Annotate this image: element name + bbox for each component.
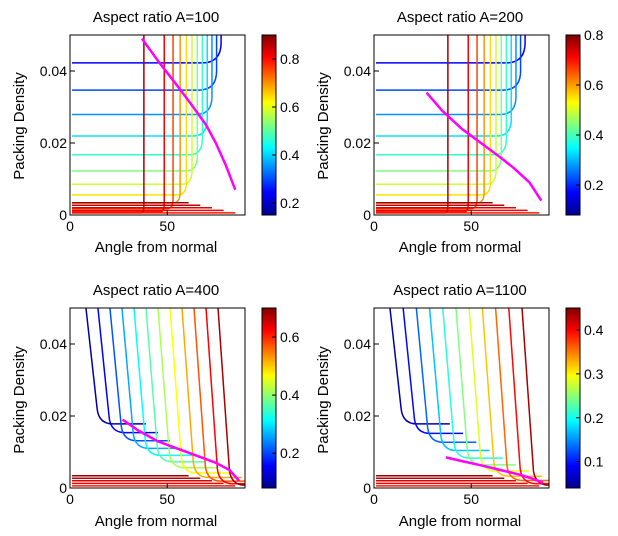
x-tick-label: 0: [370, 491, 378, 507]
plot-background: [70, 308, 245, 488]
x-axis-label: Angle from normal: [95, 239, 218, 256]
axes-box: [69, 34, 246, 216]
x-tick-label: 50: [159, 491, 175, 507]
colorbar-tick-label: 0.8: [280, 51, 300, 67]
panel-a1100: Aspect ratio A=1100 Angle from normal Pa…: [315, 282, 604, 530]
contour-line: [85, 308, 146, 425]
contour-line: [389, 308, 450, 425]
panel-a200: Aspect ratio A=200 Angle from normal Pac…: [315, 9, 604, 256]
plot-area: 0 50 0 0.02 0.04: [40, 34, 246, 234]
y-axis-label: Packing Density: [315, 72, 332, 180]
contour-lines: [375, 308, 549, 487]
colorbar-tick-label: 0.2: [280, 445, 300, 461]
panel-title: Aspect ratio A=200: [397, 9, 523, 26]
contour-line: [375, 35, 478, 210]
y-tick-label: 0.04: [40, 63, 67, 79]
colorbar-tick-label: 0.4: [280, 147, 300, 163]
x-tick-label: 50: [463, 491, 479, 507]
contour-line: [375, 35, 508, 156]
colorbar-tick-label: 0.8: [584, 27, 604, 43]
y-tick-label: 0.04: [40, 336, 67, 352]
y-tick-label: 0: [363, 207, 371, 223]
axes-box: [373, 307, 550, 489]
contour-line: [71, 35, 188, 196]
y-axis-label: Packing Density: [315, 346, 332, 454]
colorbar-gradient: [261, 307, 277, 489]
x-axis-label: Angle from normal: [95, 513, 218, 530]
contour-line: [181, 308, 242, 479]
colorbar-tick-label: 0.6: [280, 99, 300, 115]
axes-box: [373, 34, 550, 216]
panel-title: Aspect ratio A=400: [93, 282, 219, 299]
x-tick-label: 0: [66, 491, 74, 507]
contour-line: [508, 308, 549, 485]
contour-lines: [375, 35, 540, 214]
y-tick-label: 0.04: [344, 63, 371, 79]
contour-lines: [71, 35, 236, 214]
panel-a400: Aspect ratio A=400 Angle from normal Pac…: [11, 282, 300, 530]
colorbar-tick-label: 0.1: [584, 454, 604, 470]
x-tick-label: 0: [370, 218, 378, 234]
colorbar-tick-label: 0.2: [280, 195, 300, 211]
y-tick-label: 0.02: [40, 135, 67, 151]
colorbar: 0.1 0.2 0.3 0.4: [565, 307, 604, 489]
colorbar-gradient: [565, 34, 581, 216]
colorbar-tick-label: 0.3: [584, 366, 604, 382]
y-tick-label: 0.02: [344, 408, 371, 424]
colorbar-tick-label: 0.4: [584, 127, 604, 143]
plot-area: 0 50 0 0.02 0.04: [344, 34, 550, 234]
colorbar-tick-label: 0.6: [280, 329, 300, 345]
contour-line: [71, 35, 193, 185]
contour-line: [193, 308, 245, 482]
magenta-curve: [140, 37, 237, 191]
contour-line: [375, 35, 492, 196]
magenta-curve: [445, 456, 544, 485]
axes-box: [69, 307, 246, 489]
y-tick-label: 0.04: [344, 336, 371, 352]
contour-line: [109, 308, 170, 442]
x-tick-label: 0: [66, 218, 74, 234]
contour-line: [375, 35, 497, 185]
contour-line: [205, 308, 245, 485]
panel-a100: Aspect ratio A=100 Angle from normal Pac…: [11, 9, 300, 256]
contour-line: [71, 35, 174, 210]
colorbar: 0.2 0.4 0.6 0.8: [565, 27, 604, 216]
colorbar-tick-label: 0.2: [584, 177, 604, 193]
contour-line: [402, 308, 464, 435]
colorbar-tick-label: 0.2: [584, 410, 604, 426]
plot-area: 0 50 0 0.02 0.04: [344, 307, 550, 507]
colorbar-gradient: [261, 34, 277, 216]
colorbar-tick-label: 0.6: [584, 77, 604, 93]
x-tick-label: 50: [463, 218, 479, 234]
x-axis-label: Angle from normal: [399, 239, 522, 256]
colorbar-tick-label: 0.4: [584, 322, 604, 338]
colorbar: 0.2 0.4 0.6: [261, 307, 300, 489]
contour-line: [121, 308, 182, 450]
contour-line: [97, 308, 158, 434]
colorbar: 0.2 0.4 0.6 0.8: [261, 34, 300, 216]
contour-line: [133, 308, 194, 457]
y-tick-label: 0.02: [344, 135, 371, 151]
panel-title: Aspect ratio A=100: [93, 9, 219, 26]
contour-line: [481, 308, 543, 477]
y-tick-label: 0: [59, 480, 67, 496]
panel-title: Aspect ratio A=1100: [393, 282, 527, 299]
colorbar-gradient: [565, 307, 581, 489]
plot-background: [374, 35, 549, 215]
y-tick-label: 0.02: [40, 408, 67, 424]
plot-area: 0 50 0 0.02 0.04: [40, 307, 246, 507]
y-tick-label: 0: [363, 480, 371, 496]
colorbar-tick-label: 0.4: [280, 387, 300, 403]
contour-line: [494, 308, 549, 482]
y-tick-label: 0: [59, 207, 67, 223]
x-axis-label: Angle from normal: [399, 513, 522, 530]
y-axis-label: Packing Density: [11, 346, 28, 454]
magenta-curve: [121, 418, 241, 482]
magenta-curve: [425, 91, 543, 202]
y-axis-label: Packing Density: [11, 72, 28, 180]
x-tick-label: 50: [159, 218, 175, 234]
contour-line: [71, 35, 204, 156]
